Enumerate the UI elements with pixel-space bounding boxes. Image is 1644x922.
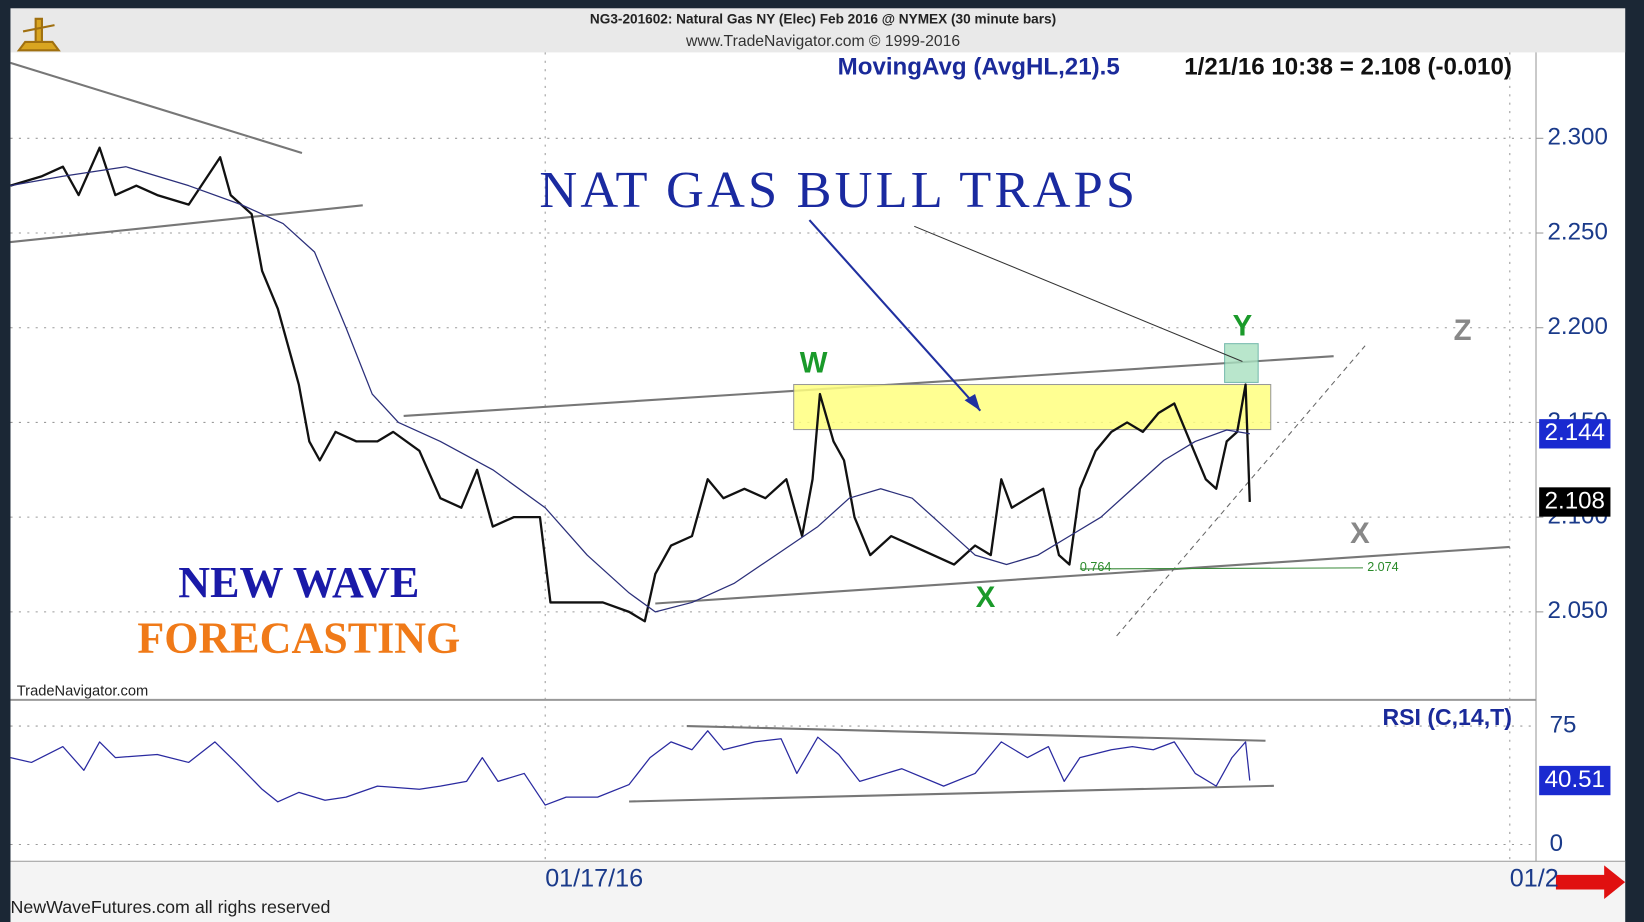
ma-line: [10, 166, 1250, 613]
x-tick-label: 01/2: [1510, 865, 1559, 893]
wave-label: Z: [1454, 314, 1472, 347]
wave-label: X: [1350, 517, 1370, 550]
y-tick-label: 2.300: [1548, 124, 1608, 151]
fib-label: 2.074: [1367, 560, 1398, 574]
marks: [10, 146, 1251, 806]
subtitle: www.TradeNavigator.com © 1999-2016: [685, 33, 960, 50]
wave-label: W: [800, 346, 828, 379]
value-label: 2.108: [1545, 487, 1605, 514]
ma-legend: MovingAvg (AvgHL,21).5: [838, 53, 1120, 80]
brand: NEW WAVE: [178, 558, 419, 607]
y-tick-label: 2.250: [1548, 218, 1608, 245]
x-tick-label: 01/17/16: [545, 865, 643, 893]
logo: [16, 17, 61, 52]
y-tick-label: 0: [1550, 830, 1563, 857]
brand: FORECASTING: [137, 613, 460, 662]
wave-label: Y: [1233, 310, 1253, 343]
panel: [10, 8, 1626, 922]
footer: NewWaveFutures.com all righs reserved: [10, 897, 330, 917]
value-label: 40.51: [1545, 766, 1605, 793]
title: NG3-201602: Natural Gas NY (Elec) Feb 20…: [590, 12, 1056, 27]
wave-label: X: [976, 581, 996, 614]
y-tick-label: 75: [1550, 711, 1577, 738]
date-bar: [10, 861, 1626, 922]
value-label: 2.144: [1545, 419, 1605, 446]
y-tick-label: 2.200: [1548, 313, 1608, 340]
annotation-lines: [10, 61, 1510, 803]
source: TradeNavigator.com: [17, 683, 148, 699]
grid: [10, 52, 1544, 862]
rsi-legend: RSI (C,14,T): [1383, 704, 1512, 730]
value-box: [1539, 487, 1611, 517]
value-box: [1539, 765, 1611, 796]
arrow-icon: [1555, 865, 1626, 899]
y-tick-label: 2.050: [1548, 597, 1608, 624]
headline: NAT GAS BULL TRAPS: [539, 161, 1138, 219]
price-line: [10, 146, 1251, 623]
fib-label: 0.764: [1080, 560, 1111, 574]
header-bar: [10, 8, 1626, 53]
rsi-line: [10, 730, 1251, 806]
quote: 1/21/16 10:38 = 2.108 (-0.010): [1184, 53, 1512, 80]
value-box: [1539, 419, 1611, 449]
